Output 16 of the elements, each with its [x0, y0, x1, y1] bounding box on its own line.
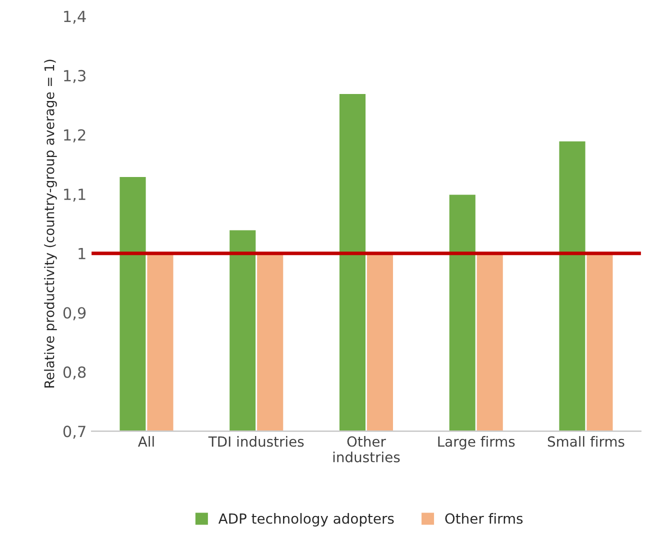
- y-tick-label: 1,3: [64, 70, 86, 84]
- y-tick-label: 0,8: [63, 366, 86, 380]
- y-tick-label: 1: [78, 248, 86, 260]
- legend-label: Other firms: [445, 513, 523, 524]
- x-tick-label: All: [138, 436, 154, 447]
- x-tick-label: Large firms: [438, 436, 515, 450]
- y-tick-label: 1,2: [64, 129, 86, 142]
- x-tick-label: TDI industries: [208, 436, 304, 447]
- x-tick-label: Small firms: [548, 436, 624, 447]
- y-tick-label: 1,1: [64, 188, 86, 202]
- y-tick-label: 0,7: [63, 426, 86, 439]
- x-tick-label: Other industries: [333, 436, 400, 462]
- y-tick-label: 0,9: [63, 307, 86, 320]
- legend-label: ADP technology adopters: [218, 513, 394, 526]
- y-axis-title: Relative productivity (country-group average = 1): [44, 60, 57, 388]
- y-tick-label: 1,4: [64, 10, 86, 24]
